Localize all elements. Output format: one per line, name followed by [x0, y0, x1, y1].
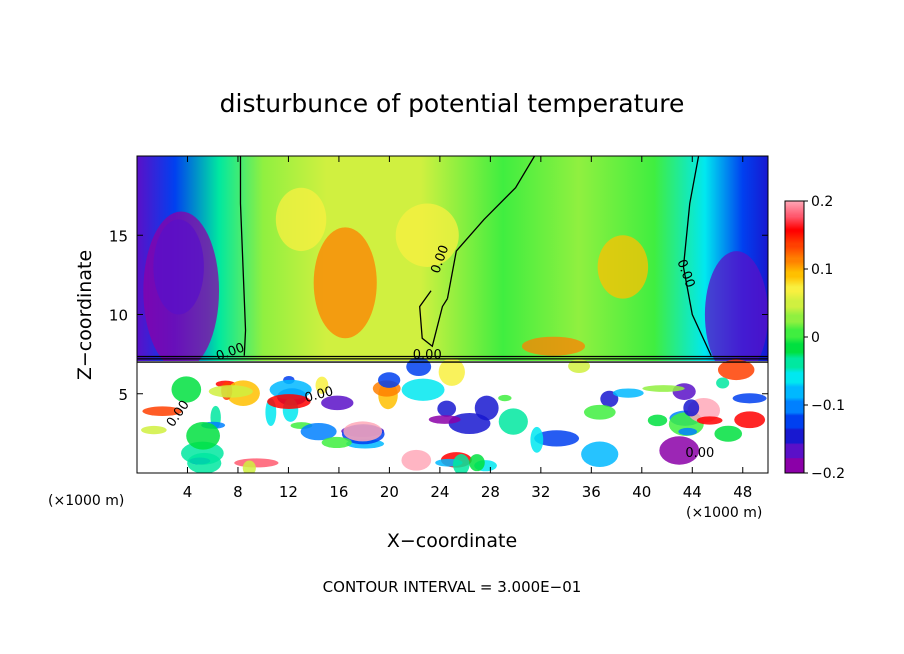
field-feature	[474, 395, 499, 421]
field-feature	[428, 415, 461, 424]
field-feature	[313, 227, 377, 339]
field-feature	[437, 400, 457, 417]
contour-label: 0.00	[303, 384, 335, 406]
colorbar-gradient	[784, 200, 805, 474]
contour-lines	[137, 156, 768, 363]
field-feature	[717, 359, 755, 381]
field-feature	[242, 460, 256, 473]
field-feature	[647, 414, 668, 427]
field-feature	[612, 388, 644, 398]
x-tick-label: 24	[430, 483, 449, 501]
upper-field	[137, 156, 768, 361]
field-feature	[275, 187, 327, 252]
y-axis: 5 10 15	[109, 227, 768, 404]
y-tick-label: 10	[109, 307, 128, 325]
field-feature	[530, 426, 544, 453]
field-feature	[583, 404, 616, 420]
field-feature	[401, 449, 432, 471]
field-feature	[141, 425, 167, 435]
field-feature	[581, 441, 619, 467]
field-feature	[600, 390, 619, 408]
field-feature	[267, 394, 311, 409]
field-feature	[659, 436, 700, 465]
field-feature	[642, 385, 685, 392]
field-feature	[498, 408, 528, 435]
field-feature	[208, 385, 253, 398]
x-tick-label: 48	[733, 483, 752, 501]
field-feature	[343, 421, 383, 442]
field-feature	[321, 395, 354, 411]
x-axis: 4 8 12 16 20 24 28 32 36 40 44 48	[183, 156, 752, 501]
field-feature	[401, 378, 445, 401]
contour-label: 0.00	[413, 348, 442, 363]
field-feature	[498, 394, 512, 402]
field-feature	[142, 406, 183, 416]
field-feature	[321, 436, 352, 449]
colorbar-tick-label: −0.1	[811, 398, 845, 414]
colorbar: 0.2 0.1 0 −0.1 −0.2	[784, 194, 845, 482]
x-axis-label: X−coordinate	[387, 530, 517, 552]
x-unit-right: (×1000 m)	[686, 505, 762, 521]
field-feature	[716, 377, 730, 389]
x-tick-label: 16	[329, 483, 348, 501]
field-feature	[704, 251, 768, 378]
field-feature	[234, 458, 279, 468]
colorbar-tick-label: −0.2	[811, 466, 845, 482]
field-feature	[568, 359, 591, 374]
field-feature	[683, 399, 700, 417]
contour-label: 0.00	[685, 446, 714, 461]
field-feature	[153, 219, 204, 315]
field-feature	[452, 454, 470, 473]
field-feature	[734, 411, 766, 429]
field-feature	[171, 376, 202, 403]
field-feature	[678, 427, 698, 436]
field-feature	[597, 235, 649, 299]
field-feature	[469, 454, 485, 472]
field-feature	[696, 416, 723, 425]
colorbar-tick-label: 0.1	[811, 262, 833, 278]
field-feature	[521, 336, 586, 356]
field-feature	[338, 171, 415, 220]
x-tick-label: 44	[683, 483, 702, 501]
field-feature	[378, 372, 401, 388]
y-axis-label: Z−coordinate	[74, 250, 96, 380]
colorbar-ticks: 0.2 0.1 0 −0.1 −0.2	[804, 194, 845, 482]
field-feature	[534, 430, 580, 447]
field-feature	[438, 358, 465, 386]
upper-field-features	[143, 171, 768, 378]
field-feature	[732, 393, 767, 404]
field-feature	[714, 425, 743, 442]
plot-area: 0.00 0.000.000.000.000.000.00	[137, 156, 768, 473]
colorbar-tick-label: 0.2	[811, 194, 833, 210]
contour-line	[239, 156, 247, 356]
x-tick-label: 20	[380, 483, 399, 501]
field-feature	[672, 383, 696, 400]
field-feature	[269, 379, 312, 400]
field-feature	[315, 376, 329, 394]
contour-interval-note: CONTOUR INTERVAL = 3.000E−01	[323, 578, 582, 596]
x-unit-left: (×1000 m)	[48, 493, 124, 509]
lower-field-features	[141, 357, 767, 473]
x-tick-label: 36	[582, 483, 601, 501]
field-feature	[181, 441, 224, 465]
field-feature	[186, 421, 220, 450]
y-tick-label: 15	[109, 227, 128, 245]
colorbar-tick-label: 0	[811, 330, 820, 346]
field-feature	[300, 422, 337, 441]
chart-title: disturbunce of potential temperature	[220, 89, 685, 118]
x-tick-label: 40	[632, 483, 651, 501]
field-feature	[395, 203, 459, 267]
contour-line	[446, 156, 536, 299]
contour-line	[682, 156, 712, 356]
x-tick-label: 4	[183, 483, 193, 501]
contour-line	[419, 290, 449, 348]
x-tick-label: 12	[279, 483, 298, 501]
x-tick-label: 8	[233, 483, 243, 501]
x-tick-label: 32	[531, 483, 550, 501]
y-tick-label: 5	[118, 386, 128, 404]
x-tick-label: 28	[481, 483, 500, 501]
